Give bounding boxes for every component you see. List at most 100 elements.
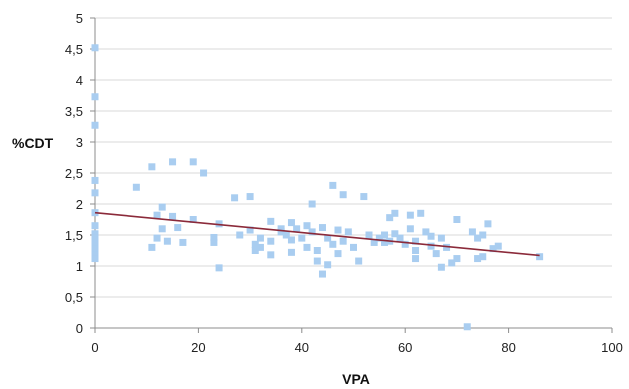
data-point	[412, 237, 420, 245]
y-tick-label: 3,5	[65, 104, 83, 119]
data-point	[169, 158, 177, 166]
data-point	[287, 248, 295, 256]
data-point	[360, 193, 368, 201]
data-point	[453, 255, 461, 263]
data-point	[318, 270, 326, 278]
data-point	[287, 236, 295, 244]
data-point	[267, 237, 275, 245]
data-point	[318, 224, 326, 232]
data-point	[474, 234, 482, 242]
data-point	[422, 228, 430, 236]
data-point	[174, 224, 182, 232]
data-point	[479, 231, 487, 239]
data-point	[256, 234, 264, 242]
data-point	[432, 250, 440, 258]
x-tick-label: 60	[398, 340, 412, 355]
data-point	[91, 234, 99, 242]
data-point	[329, 240, 337, 248]
y-tick-label: 4	[76, 73, 83, 88]
data-point	[324, 261, 332, 269]
data-point	[308, 200, 316, 208]
y-tick-label: 5	[76, 11, 83, 26]
y-tick-label: 2	[76, 197, 83, 212]
data-point	[91, 230, 99, 238]
data-point	[91, 255, 99, 263]
data-point	[236, 231, 244, 239]
data-point	[91, 93, 99, 101]
x-tick-label: 20	[191, 340, 205, 355]
x-tick-label: 80	[501, 340, 515, 355]
data-point	[386, 214, 394, 222]
data-point	[91, 176, 99, 184]
data-point	[277, 228, 285, 236]
data-point	[417, 209, 425, 217]
data-point	[91, 44, 99, 52]
trendline-group	[94, 211, 540, 257]
y-tick-label: 0	[76, 321, 83, 336]
data-point	[396, 234, 404, 242]
data-point	[334, 226, 342, 234]
data-point	[448, 259, 456, 267]
data-point	[287, 219, 295, 227]
data-point	[437, 263, 445, 271]
data-point	[344, 228, 352, 236]
data-point	[132, 183, 140, 191]
data-point	[148, 163, 156, 171]
data-point	[215, 264, 223, 272]
data-point	[365, 231, 373, 239]
data-points	[91, 44, 544, 331]
data-point	[293, 225, 301, 233]
data-point	[189, 158, 197, 166]
data-point	[412, 247, 420, 254]
data-point	[489, 245, 497, 253]
data-point	[153, 234, 161, 242]
data-point	[189, 216, 197, 223]
data-point	[298, 234, 306, 242]
data-point	[256, 243, 264, 251]
data-point	[427, 232, 435, 240]
y-tick-label: 1,5	[65, 228, 83, 243]
data-point	[339, 191, 347, 199]
data-point	[158, 203, 166, 211]
data-point	[282, 231, 290, 239]
data-point	[246, 226, 254, 234]
data-point	[443, 243, 451, 251]
data-point	[484, 220, 492, 228]
data-point	[210, 238, 218, 246]
data-point	[169, 212, 177, 220]
y-tick-label: 1	[76, 259, 83, 274]
data-point	[479, 253, 487, 261]
data-point	[303, 243, 311, 251]
data-point	[401, 240, 409, 248]
data-point	[406, 211, 414, 219]
data-point	[370, 238, 378, 246]
data-point	[412, 255, 420, 263]
data-point	[210, 233, 218, 241]
data-point	[334, 250, 342, 258]
y-tick-label: 0,5	[65, 290, 83, 305]
data-point	[91, 222, 99, 230]
data-point	[313, 257, 321, 265]
data-point	[158, 225, 166, 233]
x-tick-label: 0	[91, 340, 98, 355]
axes	[90, 17, 613, 333]
data-point	[91, 121, 99, 129]
data-point	[375, 234, 383, 242]
data-point	[437, 234, 445, 242]
data-point	[308, 228, 316, 236]
data-point	[153, 211, 161, 219]
data-point	[91, 238, 99, 246]
data-point	[468, 228, 476, 236]
data-point	[339, 237, 347, 245]
data-point	[91, 189, 99, 197]
data-point	[381, 231, 389, 239]
data-point	[251, 247, 259, 254]
x-tick-labels: 0 20 40 60 80 100	[91, 340, 622, 355]
data-point	[391, 230, 399, 238]
data-point	[350, 243, 357, 251]
trendline	[94, 211, 540, 257]
gridlines	[95, 17, 612, 298]
data-point	[251, 240, 259, 248]
data-point	[474, 255, 482, 263]
